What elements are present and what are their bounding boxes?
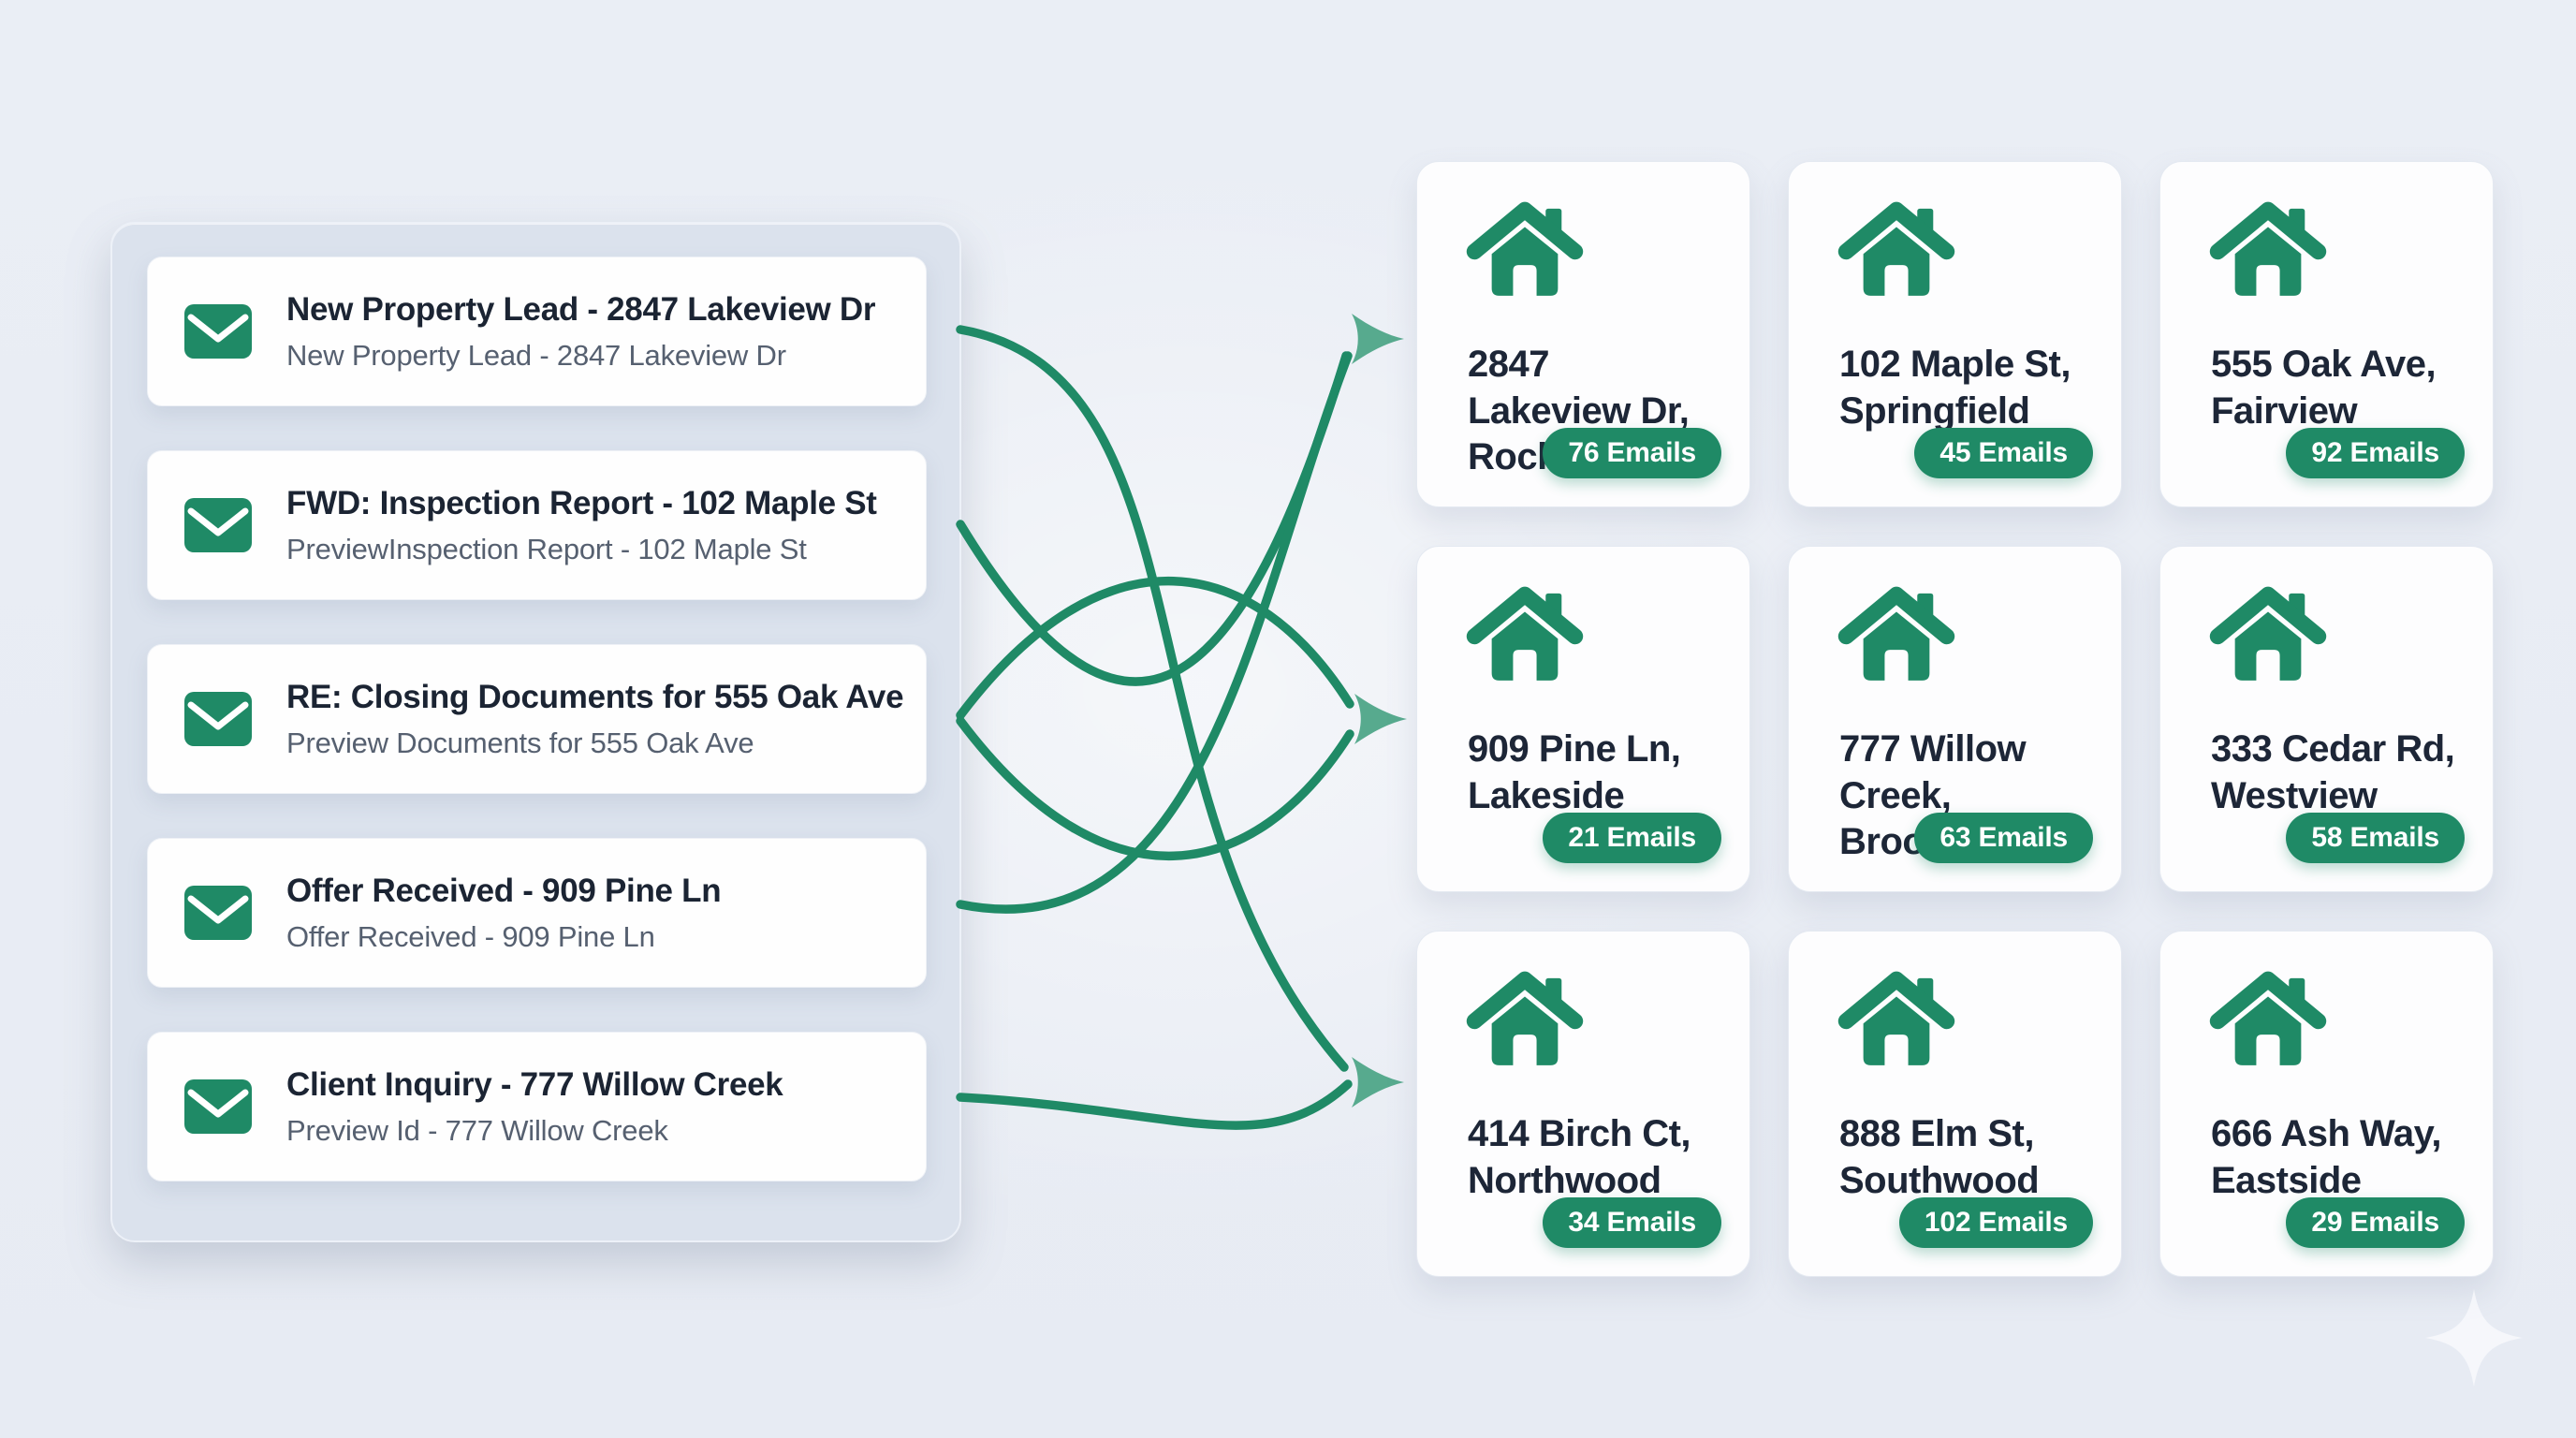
email-count-badge: 45 Emails <box>1914 428 2093 478</box>
envelope-icon <box>184 692 252 746</box>
envelope-icon <box>184 498 252 552</box>
property-card-6[interactable]: 333 Cedar Rd, Westview 58 Emails <box>2159 546 2494 892</box>
house-icon <box>1837 201 1955 296</box>
property-card-2[interactable]: 102 Maple St, Springfield 45 Emails <box>1788 161 2122 507</box>
envelope-icon <box>184 1079 252 1134</box>
email-count-badge: 58 Emails <box>2286 813 2465 863</box>
house-icon <box>2209 201 2327 296</box>
email-subject: New Property Lead - 2847 Lakeview Dr <box>286 291 876 329</box>
property-address: 909 Pine Ln, Lakeside <box>1468 728 1681 816</box>
email-count-badge: 29 Emails <box>2286 1197 2465 1248</box>
house-icon <box>1837 971 1955 1065</box>
property-address: 102 Maple St, Springfield <box>1839 344 2071 432</box>
email-count-badge: 102 Emails <box>1898 1197 2093 1248</box>
property-card-4[interactable]: 909 Pine Ln, Lakeside 21 Emails <box>1416 546 1750 892</box>
email-preview: New Property Lead - 2847 Lakeview Dr <box>286 338 786 372</box>
email-subject: RE: Closing Documents for 555 Oak Ave <box>286 679 904 716</box>
arrow-right-icon <box>1352 314 1404 364</box>
house-icon <box>2209 971 2327 1065</box>
house-icon <box>1466 201 1584 296</box>
property-card-1[interactable]: 2847 Lakeview Dr,Rockwall 76 Emails <box>1416 161 1750 507</box>
email-subject: Client Inquiry - 777 Willow Creek <box>286 1066 783 1104</box>
email-list-panel: New Property Lead - 2847 Lakeview Dr New… <box>110 222 961 1242</box>
property-card-5[interactable]: 777 Willow Creek,Brookside 63 Emails <box>1788 546 2122 892</box>
email-subject: FWD: Inspection Report - 102 Maple St <box>286 485 877 522</box>
email-item-3[interactable]: RE: Closing Documents for 555 Oak Ave Pr… <box>147 644 927 794</box>
property-address: 333 Cedar Rd, Westview <box>2211 728 2455 816</box>
house-icon <box>1466 586 1584 681</box>
envelope-icon <box>184 886 252 940</box>
email-preview: PreviewInspection Report - 102 Maple St <box>286 532 807 565</box>
email-count-badge: 21 Emails <box>1543 813 1721 863</box>
house-icon <box>2209 586 2327 681</box>
property-card-7[interactable]: 414 Birch Ct, Northwood 34 Emails <box>1416 931 1750 1277</box>
email-count-badge: 63 Emails <box>1914 813 2093 863</box>
email-item-4[interactable]: Offer Received - 909 Pine Ln Offer Recei… <box>147 838 927 988</box>
property-address: 666 Ash Way, Eastside <box>2211 1113 2441 1201</box>
house-icon <box>1837 586 1955 681</box>
property-card-9[interactable]: 666 Ash Way, Eastside 29 Emails <box>2159 931 2494 1277</box>
arrow-right-icon <box>1352 1057 1404 1108</box>
property-address: 414 Birch Ct, Northwood <box>1468 1113 1691 1201</box>
email-subject: Offer Received - 909 Pine Ln <box>286 873 722 910</box>
email-preview: Offer Received - 909 Pine Ln <box>286 919 655 953</box>
property-address: 888 Elm St, Southwood <box>1839 1113 2040 1201</box>
arrow-right-icon <box>1354 694 1407 744</box>
house-icon <box>1466 971 1584 1065</box>
email-preview: Preview Documents for 555 Oak Ave <box>286 726 754 759</box>
email-item-1[interactable]: New Property Lead - 2847 Lakeview Dr New… <box>147 257 927 406</box>
sparkle-icon <box>2425 1289 2523 1387</box>
email-item-5[interactable]: Client Inquiry - 777 Willow Creek Previe… <box>147 1032 927 1181</box>
email-item-2[interactable]: FWD: Inspection Report - 102 Maple St Pr… <box>147 450 927 600</box>
email-count-badge: 76 Emails <box>1543 428 1721 478</box>
property-card-8[interactable]: 888 Elm St, Southwood 102 Emails <box>1788 931 2122 1277</box>
email-preview: Preview Id - 777 Willow Creek <box>286 1113 668 1147</box>
property-address: 555 Oak Ave, Fairview <box>2211 344 2437 432</box>
property-card-3[interactable]: 555 Oak Ave, Fairview 92 Emails <box>2159 161 2494 507</box>
envelope-icon <box>184 304 252 359</box>
email-count-badge: 92 Emails <box>2286 428 2465 478</box>
email-count-badge: 34 Emails <box>1543 1197 1721 1248</box>
